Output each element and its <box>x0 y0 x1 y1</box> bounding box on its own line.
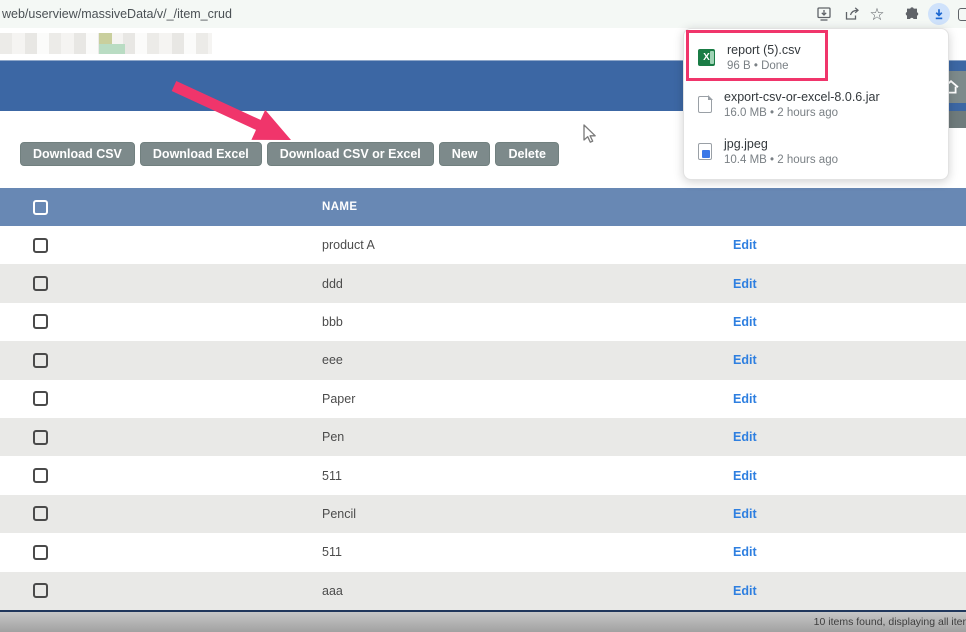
downloads-panel: X report (5).csv 96 B • Done export-csv-… <box>683 28 949 180</box>
share-icon[interactable] <box>841 0 863 28</box>
table-row: Pencil Edit <box>0 494 966 534</box>
row-checkbox[interactable] <box>33 544 48 560</box>
download-file-meta: 16.0 MB • 2 hours ago <box>724 106 838 119</box>
row-checkbox[interactable] <box>33 276 48 292</box>
download-csv-button[interactable]: Download CSV <box>20 142 135 166</box>
item-name: 511 <box>322 545 342 560</box>
item-name: ddd <box>322 276 343 291</box>
delete-button[interactable]: Delete <box>495 142 560 166</box>
blurred-bookmark-green <box>99 33 112 44</box>
edit-link[interactable]: Edit <box>733 391 757 406</box>
table-row: 511 Edit <box>0 533 966 572</box>
table-row: Pen Edit <box>0 417 966 457</box>
profile-icon[interactable] <box>953 0 966 28</box>
item-name: eee <box>322 353 343 368</box>
url-text[interactable]: web/userview/massiveData/v/_/item_crud <box>2 7 232 21</box>
status-bar: 10 items found, displaying all iter <box>0 612 966 632</box>
downloads-icon[interactable] <box>928 0 950 28</box>
table-row: aaa Edit <box>0 571 966 610</box>
download-arrow-glyph <box>935 9 943 20</box>
extensions-puzzle-icon[interactable] <box>901 0 923 28</box>
table-row: 511 Edit <box>0 456 966 495</box>
item-name: Paper <box>322 391 356 406</box>
bookmark-star-icon[interactable]: ☆ <box>869 4 885 24</box>
row-checkbox[interactable] <box>33 352 48 368</box>
edit-link[interactable]: Edit <box>733 583 757 598</box>
item-name: Pencil <box>322 506 357 521</box>
excel-file-icon: X <box>698 48 715 66</box>
mouse-cursor <box>583 124 596 143</box>
item-name: Pen <box>322 430 345 445</box>
row-checkbox[interactable] <box>33 583 48 599</box>
table-row: eee Edit <box>0 341 966 380</box>
edit-link[interactable]: Edit <box>733 314 757 329</box>
item-name: product A <box>322 238 375 253</box>
generic-file-icon <box>698 95 713 113</box>
download-item-jpeg[interactable]: jpg.jpeg 10.4 MB • 2 hours ago <box>684 131 948 171</box>
menu-fragment <box>948 111 966 128</box>
table-row: bbb Edit <box>0 302 966 342</box>
column-header-name[interactable]: NAME <box>322 201 358 213</box>
row-checkbox[interactable] <box>33 314 48 330</box>
row-checkbox[interactable] <box>33 468 48 484</box>
share-glyph <box>845 7 859 20</box>
save-page-icon[interactable] <box>813 0 835 28</box>
download-file-meta: 10.4 MB • 2 hours ago <box>724 153 838 166</box>
download-file-name[interactable]: jpg.jpeg <box>724 136 768 151</box>
action-buttons: Download CSV Download Excel Download CSV… <box>20 142 560 166</box>
table-row: product A Edit <box>0 226 966 265</box>
download-file-meta: 96 B • Done <box>727 59 789 72</box>
profile-square-glyph <box>957 7 966 21</box>
table-row: ddd Edit <box>0 264 966 303</box>
row-checkbox[interactable] <box>33 429 48 445</box>
row-checkbox[interactable] <box>33 506 48 522</box>
footer-divider <box>0 610 966 612</box>
edit-link[interactable]: Edit <box>733 506 757 521</box>
edit-link[interactable]: Edit <box>733 276 757 291</box>
puzzle-glyph <box>905 7 919 19</box>
download-excel-button[interactable]: Download Excel <box>139 142 262 166</box>
data-table: NAME product A Edit ddd Edit bbb Edit ee… <box>0 188 966 610</box>
select-all-checkbox[interactable] <box>33 199 48 215</box>
row-checkbox[interactable] <box>33 391 48 407</box>
edit-link[interactable]: Edit <box>733 353 757 368</box>
downloads-icon-circle <box>928 3 950 25</box>
edit-link[interactable]: Edit <box>733 430 757 445</box>
table-header: NAME <box>0 188 966 226</box>
download-file-name[interactable]: export-csv-or-excel-8.0.6.jar <box>724 89 880 104</box>
save-page-glyph <box>817 7 831 21</box>
edit-link[interactable]: Edit <box>733 238 757 253</box>
blurred-bookmark-green <box>99 44 125 54</box>
item-name: bbb <box>322 314 343 329</box>
download-csv-or-excel-button[interactable]: Download CSV or Excel <box>266 142 434 166</box>
url-bar[interactable]: web/userview/massiveData/v/_/item_crud <box>0 0 966 28</box>
image-file-icon <box>698 142 712 160</box>
download-file-name[interactable]: report (5).csv <box>727 42 801 57</box>
table-row: Paper Edit <box>0 379 966 418</box>
download-item-jar[interactable]: export-csv-or-excel-8.0.6.jar 16.0 MB • … <box>684 84 948 124</box>
edit-link[interactable]: Edit <box>733 545 757 560</box>
row-checkbox[interactable] <box>33 237 48 253</box>
edit-link[interactable]: Edit <box>733 468 757 483</box>
annotation-highlight-rect <box>686 30 828 81</box>
item-name: aaa <box>322 583 343 598</box>
item-name: 511 <box>322 468 342 483</box>
download-item-report-csv[interactable]: X report (5).csv 96 B • Done <box>684 37 948 77</box>
status-text: 10 items found, displaying all iter <box>813 616 966 628</box>
new-button[interactable]: New <box>438 142 491 166</box>
